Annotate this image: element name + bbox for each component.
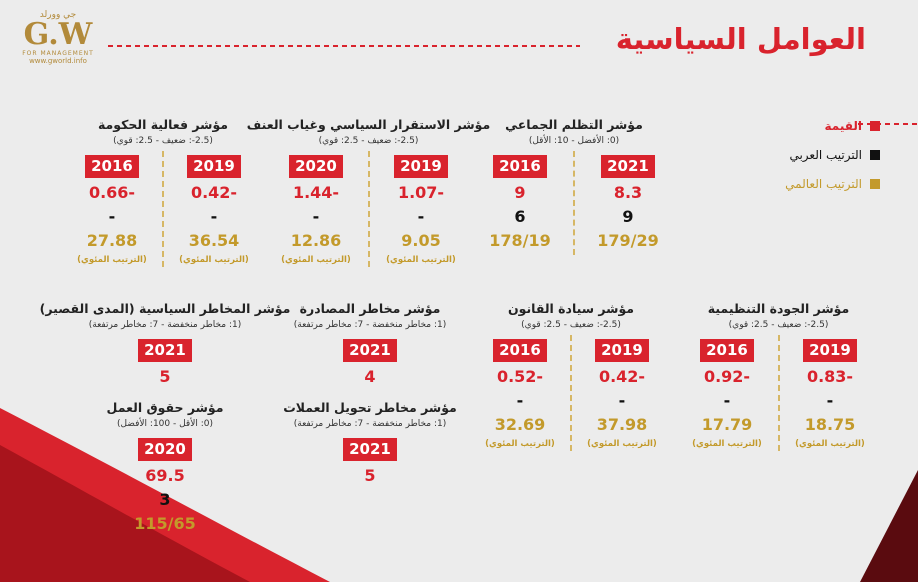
indicator-title: مؤشر التظلم الجماعي [505,117,643,132]
year-badge: 2016 [85,155,139,178]
value: -0.92 [703,367,751,386]
global-note: (الترتيب المئوي) [587,439,657,449]
legend-item: الترتيب العالمي [785,177,880,191]
global-rank: 18.75 [804,415,856,434]
arab-rank: - [417,207,425,226]
logo-arabic: جي وورلد [39,10,77,20]
arab-rank: 9 [622,207,634,226]
global-rank: 32.69 [494,415,546,434]
logo: جي وورلد G.W FOR MANAGEMENT www.gworld.i… [12,10,104,65]
arab-rank: - [312,207,320,226]
column-divider [573,151,575,255]
logo-url: www.gworld.info [29,57,87,65]
indicator-scale: (2.5-: ضعيف - 2.5: قوي) [318,136,419,146]
indicator-scale: (1: مخاطر منخفضة - 7: مخاطر مرتفعة) [293,419,447,429]
legend-label: الترتيب العربي [789,148,862,162]
year-badge: 2021 [138,339,192,362]
value: 9 [514,183,526,202]
year-badge: 2019 [595,339,649,362]
arab-rank: - [210,207,218,226]
value: -0.42 [598,367,646,386]
arab-rank: 6 [514,207,526,226]
global-note: (الترتيب المئوي) [281,255,351,265]
indicator-title: مؤشر فعالية الحكومة [97,117,229,132]
column-divider [777,335,780,451]
year-badge: 2020 [138,438,192,461]
year-badge: 2016 [493,339,547,362]
global-rank: 115/65 [134,514,196,533]
value: 8.3 [613,183,643,202]
year-badge: 2019 [803,339,857,362]
value: -1.44 [292,183,340,202]
column-divider [367,151,370,267]
value: -0.83 [806,367,854,386]
global-note: (الترتيب المئوي) [692,439,762,449]
year-badge: 2019 [187,155,241,178]
global-note: (الترتيب المئوي) [795,439,865,449]
arab-rank: - [826,391,834,410]
legend-label: الترتيب العالمي [785,177,862,191]
indicator-scale: (0: الأقل - 100: الأفضل) [116,419,214,429]
main-title: العوامل السياسية [615,22,866,56]
year-badge: 2021 [343,438,397,461]
legend-item: الترتيب العربي [789,148,880,162]
value: 5 [159,367,171,386]
indicator-scale: (1: مخاطر منخفضة - 7: مخاطر مرتفعة) [88,320,242,330]
value: -0.52 [496,367,544,386]
global-note: (الترتيب المئوي) [386,255,456,265]
arab-rank: 3 [159,490,171,509]
global-rank: 179/29 [597,231,659,250]
column-divider [162,151,164,267]
value: -0.66 [88,183,136,202]
value: -0.42 [190,183,238,202]
year-badge: 2021 [601,155,655,178]
corner-dark [860,470,918,582]
logo-mark: G.W [23,17,93,52]
global-rank: 12.86 [290,231,342,250]
arab-rank: - [108,207,116,226]
global-note: (الترتيب المئوي) [179,255,249,265]
value: 5 [364,466,376,485]
arab-rank: - [516,391,524,410]
global-rank: 27.88 [86,231,138,250]
indicator-scale: (2.5-: ضعيف - 2.5: قوي) [521,320,621,330]
red-swoosh-dark [0,445,250,582]
value: 4 [364,367,376,386]
global-note: (الترتيب المئوي) [77,255,147,265]
legend-item: القيمة [825,119,880,133]
year-badge: 2016 [493,155,547,178]
year-badge: 2021 [343,339,397,362]
indicator-title: مؤشر مخاطر تحويل العملات [283,400,457,415]
indicator-scale: (2.5-: ضعيف - 2.5: قوي) [113,136,213,146]
legend-label: القيمة [824,119,862,133]
indicator-title: مؤشر حقوق العمل [106,400,224,415]
year-badge: 2020 [289,155,343,178]
indicator-title: مؤشر الاستقرار السياسي وغياب العنف [246,117,491,132]
global-rank: 17.79 [701,415,753,434]
value: 69.5 [145,466,185,485]
year-badge: 2016 [700,339,754,362]
indicator-title: مؤشر سيادة القانون [507,301,635,316]
indicator-title: مؤشر مخاطر المصادرة [299,301,441,316]
indicator-title: مؤشر الجودة التنظيمية [707,301,850,316]
value: -1.07 [397,183,445,202]
arab-rank: - [723,391,731,410]
indicator-scale: (2.5-: ضعيف - 2.5: قوي) [728,320,829,330]
indicator-scale: (1: مخاطر منخفضة - 7: مخاطر مرتفعة) [293,320,447,330]
global-rank: 36.54 [188,231,240,250]
global-rank: 9.05 [401,231,441,250]
indicator-title: مؤشر المخاطر السياسية (المدى القصير) [39,301,291,316]
logo-tagline: FOR MANAGEMENT [22,50,94,57]
arab-rank: - [618,391,626,410]
global-rank: 178/19 [489,231,551,250]
column-divider [570,335,572,451]
global-note: (الترتيب المئوي) [485,439,555,449]
global-rank: 37.98 [596,415,648,434]
year-badge: 2019 [394,155,448,178]
indicator-scale: (0: الأفضل - 10: الأقل) [528,136,620,146]
